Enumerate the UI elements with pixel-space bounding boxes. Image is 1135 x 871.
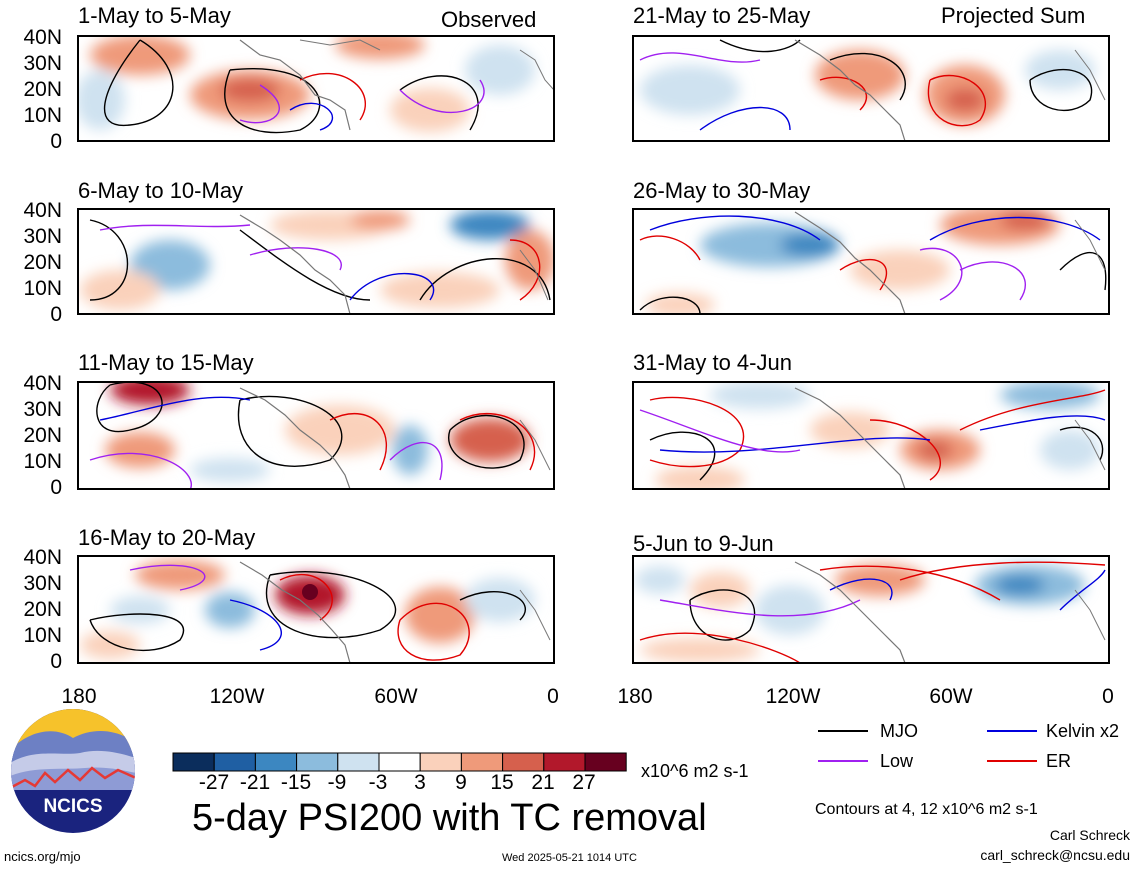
colorbar-box — [543, 752, 586, 772]
x-tick-60w: 60W — [374, 685, 418, 708]
main-title: 5-day PSI200 with TC removal — [192, 797, 707, 839]
map-panel-2 — [77, 208, 555, 315]
panel-title-3: 11-May to 15-May — [78, 350, 254, 375]
colorbar-box — [419, 752, 462, 772]
x-tick-0: 0 — [1102, 685, 1114, 708]
map-panels — [77, 35, 1110, 664]
x-tick-180: 180 — [617, 685, 653, 708]
panel-title-7: 31-May to 4-Jun — [633, 350, 792, 375]
legend-label-er: ER — [1046, 751, 1072, 771]
colorbar-box — [172, 752, 215, 772]
legend-label-low: Low — [880, 751, 914, 771]
y-tick-30n: 30N — [23, 572, 62, 595]
colorbar-box — [584, 752, 627, 772]
panel-title-1: 1-May to 5-May — [78, 3, 231, 28]
colorbar-box — [296, 752, 339, 772]
colorbar-label: -21 — [239, 771, 271, 794]
y-tick-10n: 10N — [23, 104, 62, 127]
observed-label: Observed — [441, 7, 537, 32]
map-panel-3 — [77, 381, 555, 490]
map-panel-4 — [77, 555, 555, 664]
y-tick-40n: 40N — [23, 26, 62, 49]
ncics-logo: NCICS — [10, 708, 136, 834]
ncics-logo-icon: NCICS — [11, 709, 135, 833]
y-tick-10n: 10N — [23, 624, 62, 647]
y-tick-30n: 30N — [23, 398, 62, 421]
x-tick-0: 0 — [547, 685, 559, 708]
y-tick-20n: 20N — [23, 424, 62, 447]
y-tick-40n: 40N — [23, 199, 62, 222]
colorbar-label: -9 — [327, 771, 347, 794]
y-tick-0: 0 — [50, 130, 62, 153]
map-panel-5 — [632, 35, 1110, 142]
legend-line-er — [987, 760, 1037, 762]
y-tick-20n: 20N — [23, 251, 62, 274]
y-tick-20n: 20N — [23, 78, 62, 101]
colorbar-units: x10^6 m2 s-1 — [641, 761, 749, 781]
colorbar — [172, 752, 627, 772]
colorbar-label: 9 — [455, 771, 467, 794]
y-tick-0: 0 — [50, 476, 62, 499]
colorbar-box — [254, 752, 298, 772]
panel-title-6: 26-May to 30-May — [633, 178, 811, 203]
legend-label-kelvin: Kelvin x2 — [1046, 721, 1120, 741]
panel-title-5: 21-May to 25-May — [633, 3, 811, 28]
author-email: carl_schreck@ncsu.edu — [980, 847, 1130, 863]
map-panel-7 — [632, 381, 1110, 490]
colorbar-box — [337, 752, 380, 772]
colorbar-label: -27 — [198, 771, 230, 794]
panel-title-2: 6-May to 10-May — [78, 178, 244, 203]
y-tick-40n: 40N — [23, 372, 62, 395]
legend-label-mjo: MJO — [880, 721, 918, 741]
legend-line-mjo — [818, 730, 868, 732]
x-tick-180: 180 — [61, 685, 97, 708]
y-tick-30n: 30N — [23, 225, 62, 248]
author-name: Carl Schreck — [1049, 827, 1130, 843]
contours-note: Contours at 4, 12 x10^6 m2 s-1 — [815, 801, 1038, 818]
logo-text: NCICS — [43, 796, 102, 817]
colorbar-label: 15 — [490, 771, 514, 794]
colorbar-box — [502, 752, 545, 772]
colorbar-box — [378, 752, 421, 772]
map-panel-8 — [632, 555, 1110, 664]
colorbar-box — [460, 752, 504, 772]
y-tick-10n: 10N — [23, 277, 62, 300]
y-tick-0: 0 — [50, 303, 62, 326]
legend-line-low — [818, 760, 868, 762]
map-panel-1 — [77, 35, 555, 142]
panel-title-4: 16-May to 20-May — [78, 525, 256, 550]
colorbar-box — [213, 752, 256, 772]
map-panel-6 — [632, 208, 1110, 315]
colorbar-label: -3 — [368, 771, 388, 794]
panel-title-8: 5-Jun to 9-Jun — [633, 531, 774, 556]
y-tick-0: 0 — [50, 650, 62, 673]
x-tick-120w: 120W — [209, 685, 265, 708]
colorbar-label: 27 — [572, 771, 596, 794]
y-tick-30n: 30N — [23, 52, 62, 75]
site-link[interactable]: ncics.org/mjo — [4, 849, 81, 864]
colorbar-label: 21 — [531, 771, 555, 794]
x-tick-120w: 120W — [765, 685, 821, 708]
x-tick-60w: 60W — [929, 685, 973, 708]
y-tick-40n: 40N — [23, 546, 62, 569]
y-tick-20n: 20N — [23, 598, 62, 621]
timestamp: Wed 2025-05-21 1014 UTC — [502, 852, 637, 864]
colorbar-label: -15 — [280, 771, 312, 794]
legend-line-kelvin — [987, 730, 1037, 732]
colorbar-label: 3 — [414, 771, 426, 794]
projected-sum-label: Projected Sum — [941, 3, 1086, 28]
y-tick-10n: 10N — [23, 450, 62, 473]
